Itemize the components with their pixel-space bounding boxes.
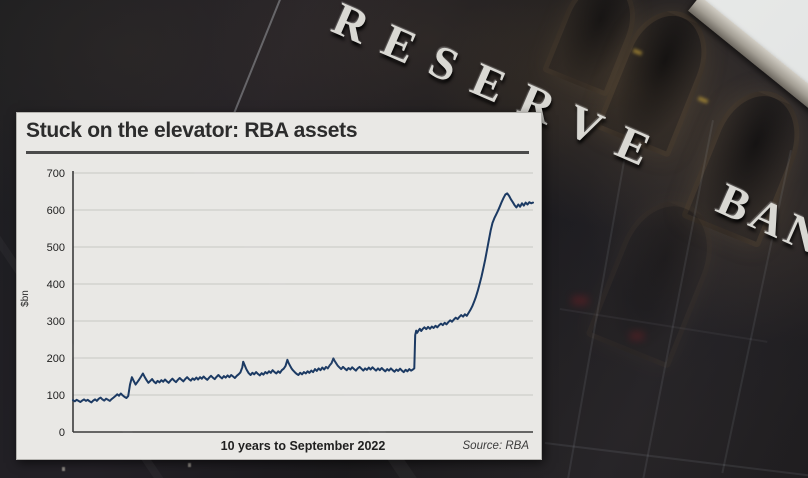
chart-title: Stuck on the elevator: RBA assets [26,119,358,142]
chart-panel: 0 100 200 300 400 500 600 700 Stuck on the elev… [16,112,542,460]
line-chart-plot: 0 100 200 300 400 500 600 700 [47,168,534,439]
facade-seam [232,0,284,116]
svg-text:400: 400 [47,279,65,291]
svg-text:200: 200 [47,353,65,365]
svg-text:600: 600 [47,205,65,217]
svg-text:300: 300 [47,316,65,328]
x-axis-note: 10 years to September 2022 [220,439,386,453]
svg-text:100: 100 [47,390,65,402]
stone-speck [188,463,191,467]
window-glint [697,96,709,104]
svg-text:700: 700 [47,168,65,180]
svg-text:500: 500 [47,242,65,254]
y-axis-unit-label: $bn [19,290,31,307]
source-note: Source: RBA [462,440,529,452]
red-reflection [572,296,588,305]
title-underline [26,151,529,154]
red-reflection [630,332,644,340]
svg-text:0: 0 [59,427,65,439]
facade-seam [544,442,808,477]
stone-speck [62,467,65,471]
building-inscription-bank: BAN [709,172,808,266]
